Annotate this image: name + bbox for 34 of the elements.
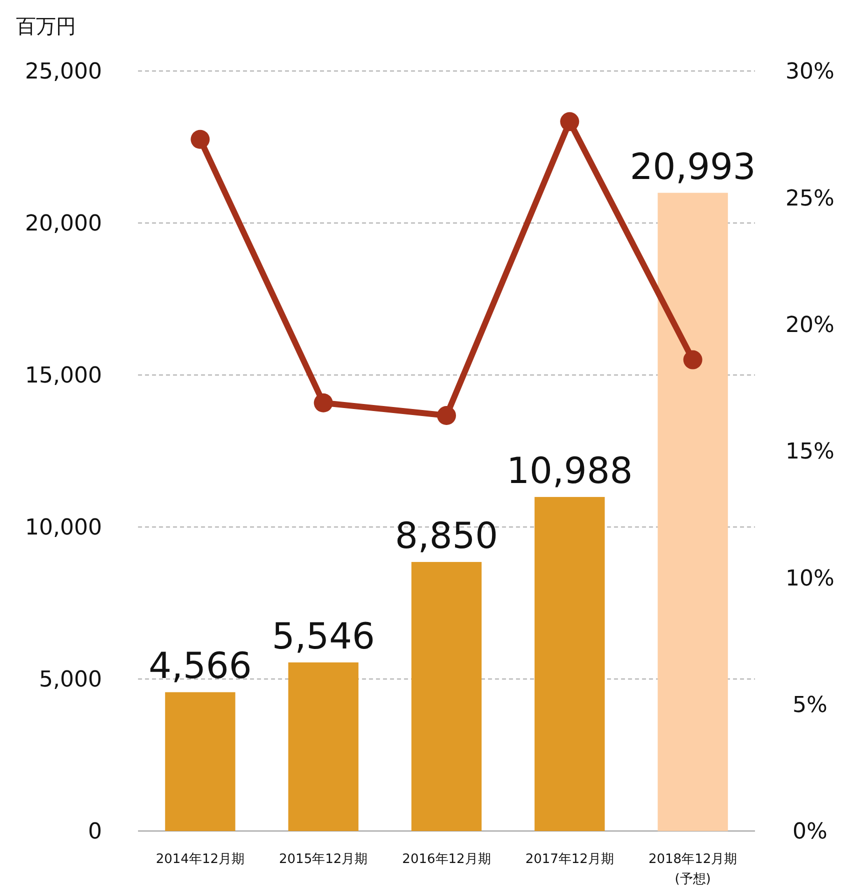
- y-tick-label: 10,000: [25, 516, 102, 541]
- y2-tick-label: 10%: [786, 566, 834, 592]
- y2-tick-label: 15%: [786, 440, 834, 465]
- y-tick-label: 5,000: [39, 668, 102, 693]
- y2-tick-label: 30%: [786, 60, 834, 85]
- x-tick-label: 2017年12月期: [525, 852, 614, 867]
- bar: [534, 496, 605, 831]
- y2-tick-label: 20%: [786, 313, 834, 338]
- data-label: 10,988: [506, 450, 633, 492]
- y-tick-label: 20,000: [25, 212, 102, 237]
- y2-tick-label: 25%: [786, 186, 834, 212]
- y2-tick-label: 5%: [792, 693, 828, 718]
- y-tick-label: 25,000: [25, 60, 102, 85]
- x-tick-label: 2016年12月期: [402, 852, 491, 867]
- x-tick-label: 2014年12月期: [156, 852, 245, 867]
- y2-tick-label: 0%: [792, 820, 828, 845]
- bar: [288, 662, 358, 831]
- point: [683, 350, 702, 370]
- data-label: 4,566: [148, 646, 252, 688]
- data-label: 8,850: [394, 516, 498, 557]
- bar: [165, 692, 236, 831]
- y-tick-label: 0: [88, 820, 102, 845]
- y-axis-title: 百万円: [16, 14, 76, 38]
- x-tick-label: 2015年12月期: [279, 852, 368, 867]
- point: [190, 130, 210, 149]
- bar: [411, 562, 482, 831]
- x-tick-label: 2018年12月期 (予想): [648, 852, 738, 887]
- point: [437, 406, 456, 426]
- point: [560, 112, 580, 132]
- point: [314, 393, 333, 412]
- bar: [658, 192, 728, 831]
- data-label: 20,993: [630, 146, 756, 188]
- y-tick-label: 15,000: [25, 364, 102, 389]
- data-label: 5,546: [272, 616, 375, 658]
